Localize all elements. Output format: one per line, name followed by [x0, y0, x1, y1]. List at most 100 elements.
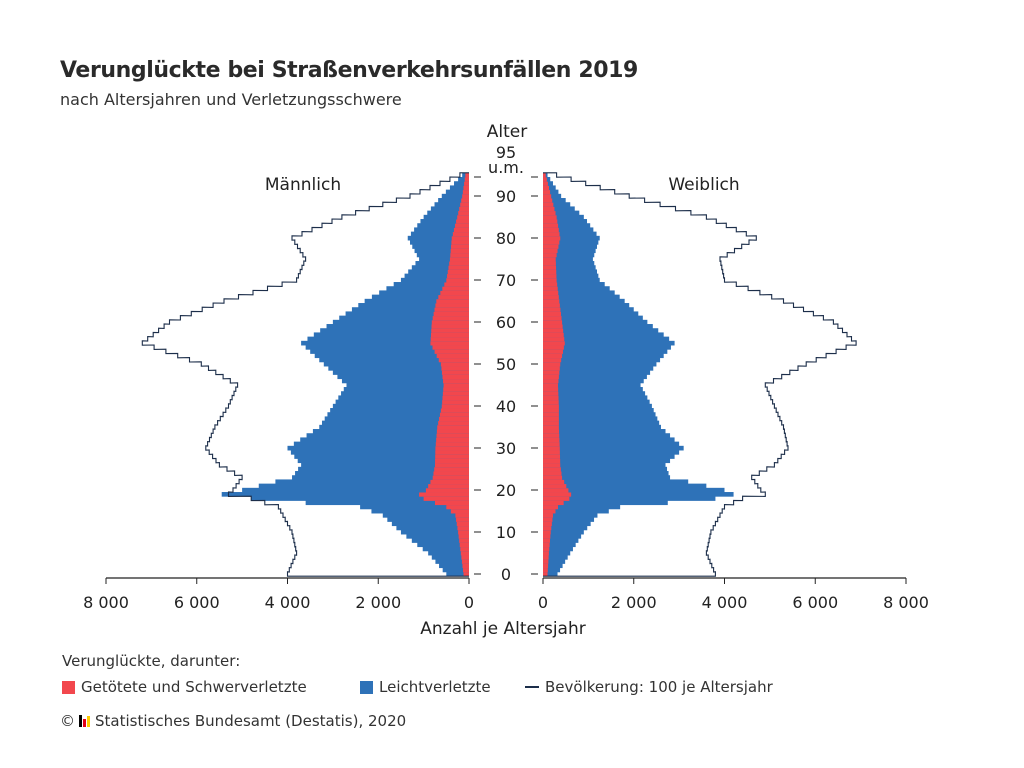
male-light-bar — [337, 374, 469, 380]
female-light-bar — [543, 504, 621, 510]
female-light-bar — [543, 210, 580, 216]
male-severe-bar — [428, 483, 469, 489]
male-severe-bar — [440, 408, 469, 413]
male-severe-bar — [436, 429, 469, 434]
female-light-bar — [543, 248, 596, 254]
x-tick-label-right: 4 000 — [702, 593, 748, 612]
female-light-bar — [543, 550, 571, 556]
male-light-bar — [312, 429, 469, 434]
age-tick-label: 0 — [501, 565, 511, 584]
female-severe-bar — [543, 252, 557, 258]
female-light-bar — [543, 244, 597, 249]
age-axis-title: Alter — [487, 122, 527, 142]
female-light-bar — [543, 571, 558, 577]
female-light-bar — [543, 340, 675, 346]
female-severe-bar — [543, 328, 564, 333]
male-light-bar — [301, 340, 469, 346]
female-light-bar — [543, 399, 650, 405]
male-light-bar — [454, 181, 469, 186]
male-light-bar — [422, 546, 469, 552]
male-severe-bar — [425, 487, 469, 493]
female-light-bar — [543, 353, 664, 359]
male-light-bar — [406, 534, 469, 539]
female-light-bar — [543, 214, 584, 220]
female-light-bar — [543, 252, 595, 258]
age-tick-label-95: 95 — [496, 143, 516, 162]
male-light-bar — [300, 437, 469, 443]
female-severe-bar — [543, 387, 559, 392]
age-tick-label: 70 — [496, 271, 516, 290]
female-light-bar — [543, 181, 553, 186]
x-tick-label-right: 8 000 — [883, 593, 929, 612]
male-light-bar — [307, 336, 469, 342]
x-tick-label-left: 0 — [464, 593, 474, 612]
male-light-bar — [416, 252, 469, 258]
male-light-bar — [458, 177, 469, 182]
female-light-bar — [543, 206, 575, 212]
male-light-bar — [386, 286, 469, 291]
male-light-bar — [445, 189, 469, 195]
female-light-bar — [543, 189, 559, 195]
male-light-bar — [441, 193, 469, 199]
female-light-bar — [543, 395, 648, 401]
male-light-bar — [412, 244, 469, 249]
female-light-bar — [543, 256, 593, 262]
legend-title: Verunglückte, darunter: — [62, 652, 241, 670]
female-severe-bar — [543, 345, 564, 350]
female-light-bar — [543, 563, 563, 569]
female-light-bar — [543, 521, 591, 527]
male-severe-bar — [443, 378, 469, 384]
male-light-bar — [258, 483, 469, 489]
female-light-bar — [543, 223, 591, 228]
female-severe-bar — [543, 210, 556, 216]
female-severe-bar — [543, 248, 558, 254]
female-severe-bar — [543, 181, 548, 186]
male-severe-bar — [441, 403, 469, 409]
age-tick-label: 20 — [496, 481, 516, 500]
female-light-bar — [543, 277, 600, 283]
female-severe-bar — [543, 198, 553, 203]
male-severe-bar — [464, 181, 469, 186]
male-severe-bar — [442, 374, 469, 380]
female-light-bar — [543, 424, 661, 430]
male-severe-bar — [455, 513, 469, 518]
female-severe-bar — [543, 487, 569, 493]
male-light-bar — [400, 529, 469, 535]
female-light-bar — [543, 429, 666, 434]
male-light-bar — [410, 240, 469, 245]
female-light-bar — [543, 387, 643, 392]
female-severe-bar — [543, 513, 553, 518]
female-light-bar — [543, 345, 671, 350]
male-severe-bar — [438, 357, 469, 363]
male-light-bar — [351, 307, 469, 312]
male-severe-bar — [457, 214, 469, 220]
male-light-bar — [442, 567, 469, 573]
page-title: Verunglückte bei Straßenverkehrsunfällen… — [60, 58, 638, 83]
male-severe-bar — [431, 328, 469, 333]
female-light-bar — [543, 546, 573, 552]
male-severe-bar — [450, 252, 469, 258]
female-severe-bar — [543, 546, 550, 552]
female-light-bar — [543, 403, 652, 409]
male-light-bar — [417, 223, 469, 228]
female-light-bar — [543, 500, 668, 506]
male-severe-bar — [463, 185, 469, 191]
male-light-bar — [434, 202, 469, 207]
legend-item-severe: Getötete und Schwerverletzte — [62, 678, 307, 696]
female-light-bar — [543, 458, 671, 464]
male-severe-bar — [436, 433, 469, 438]
male-light-bar — [439, 563, 469, 569]
female-severe-bar — [543, 555, 549, 560]
male-light-bar — [417, 542, 469, 548]
female-severe-bar — [543, 277, 557, 283]
female-severe-bar — [543, 286, 558, 291]
male-severe-bar — [443, 387, 469, 392]
female-severe-bar — [543, 534, 551, 539]
male-light-bar — [410, 231, 469, 237]
male-severe-bar — [435, 458, 469, 464]
x-tick-label-left: 6 000 — [174, 593, 220, 612]
female-light-bar — [543, 231, 597, 237]
x-tick-label-right: 2 000 — [611, 593, 657, 612]
female-severe-bar — [543, 542, 550, 548]
female-light-bar — [543, 185, 556, 191]
